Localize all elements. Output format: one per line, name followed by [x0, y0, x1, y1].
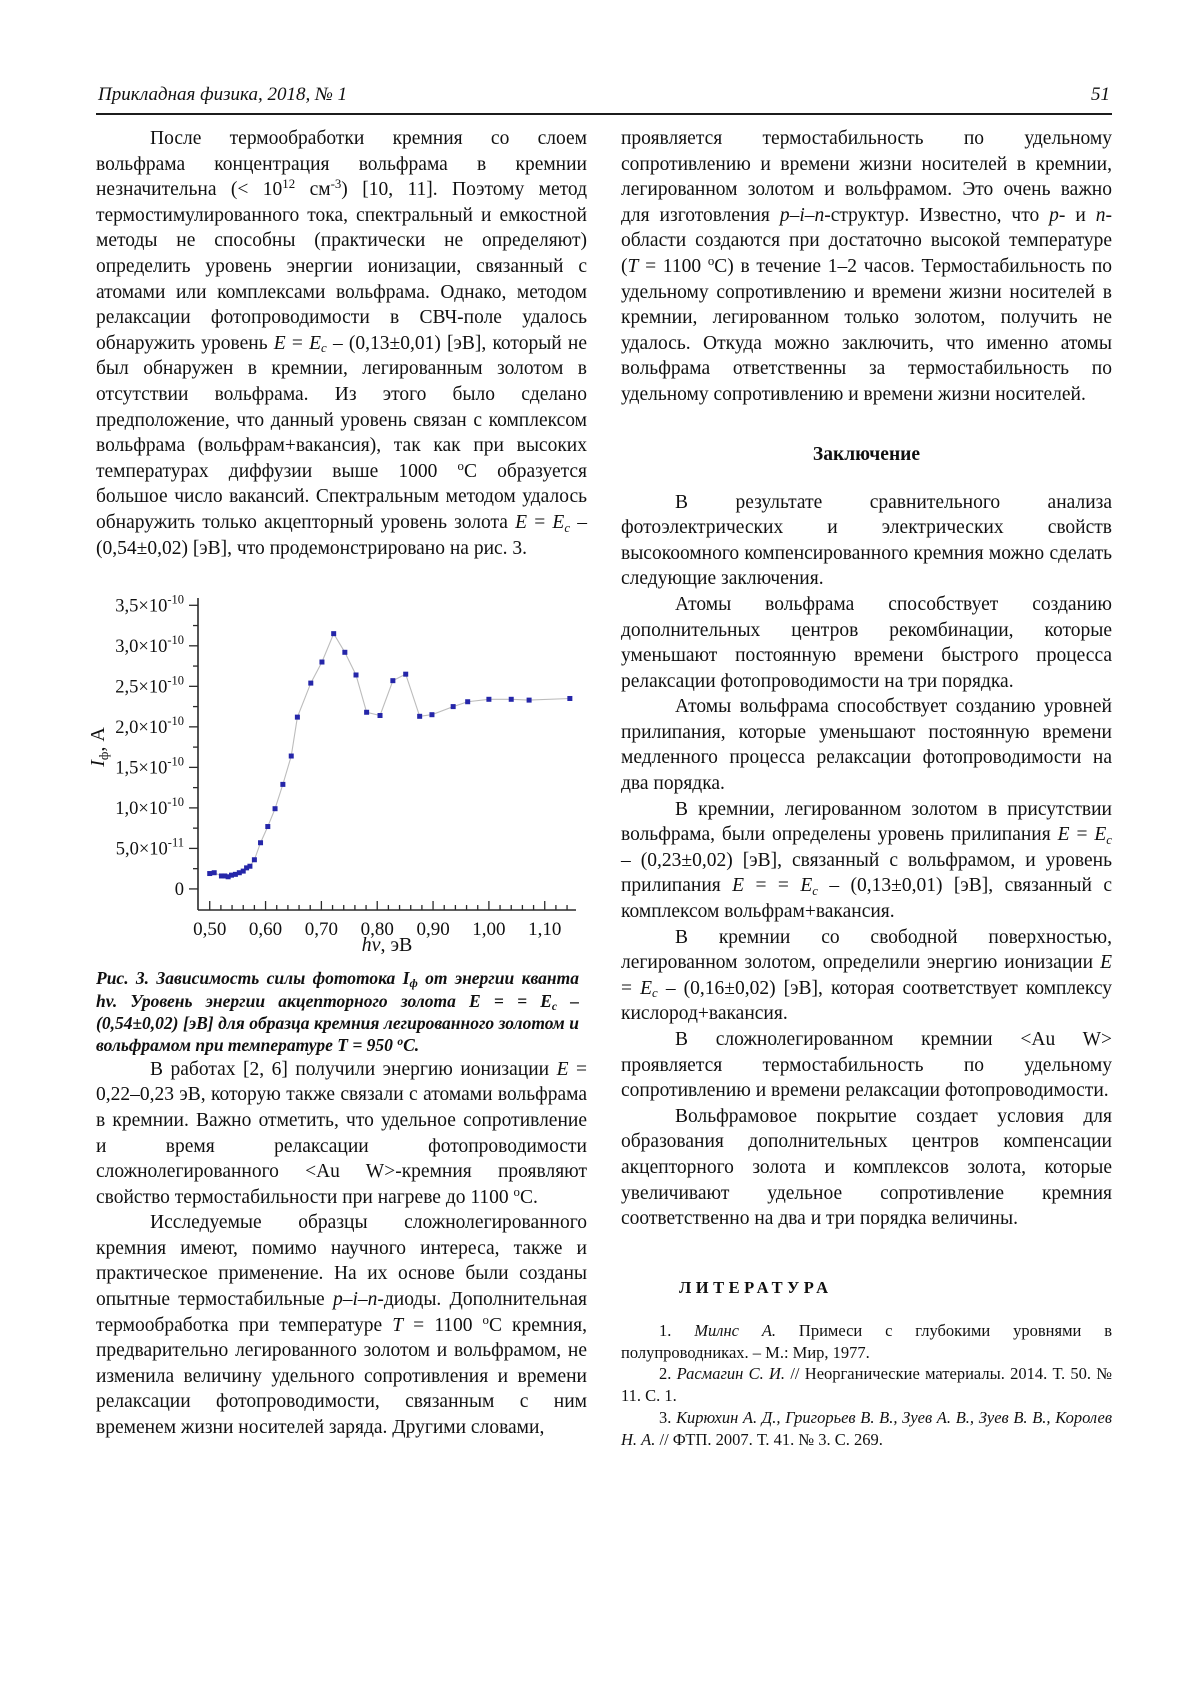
svg-text:3,0×10-10: 3,0×10-10	[115, 633, 184, 657]
paragraph: В кремнии, легированном золотом в присут…	[621, 798, 1112, 923]
svg-text:2,5×10-10: 2,5×10-10	[115, 673, 184, 697]
paragraph: Атомы вольфрама способствует созданию до…	[621, 593, 1112, 692]
chart-y-tick-labels: 0 5,0×10-11 1,0×10-10 1,5×10-10 2,0×10-10 2,5…	[115, 592, 184, 900]
journal-title: Прикладная физика, 2018, № 1	[98, 84, 348, 105]
paragraph: Вольфрамовое покрытие создает условия дл…	[621, 1105, 1112, 1230]
literature-heading: ЛИТЕРАТУРА	[679, 1277, 833, 1297]
svg-text:1,5×10-10: 1,5×10-10	[115, 754, 184, 778]
svg-text:0,50: 0,50	[193, 919, 226, 940]
svg-text:1,0×10-10: 1,0×10-10	[115, 795, 184, 819]
paragraph: Исследуемые образцы сложнолегированного …	[96, 1212, 587, 1439]
paragraph: Атомы вольфрама способствует созданию ур…	[621, 696, 1112, 795]
chart-x-tick-labels: 0,50 0,60 0,70 0,80 0,90 1,00 1,10	[193, 919, 561, 940]
svg-text:1,10: 1,10	[528, 919, 561, 940]
two-column-body: После термообработки кремния со слоем во…	[88, 126, 1112, 1451]
paragraph: В результате сравнительного анализа фото…	[621, 491, 1112, 590]
svg-text:2,0×10-10: 2,0×10-10	[115, 714, 184, 738]
conclusion-heading: Заключение	[812, 443, 921, 465]
chart-ticks	[189, 604, 568, 911]
page-header: Прикладная физика, 2018, № 1 51	[96, 84, 1112, 106]
left-column: После термообработки кремния со слоем во…	[88, 126, 588, 1451]
svg-text:0,90: 0,90	[416, 919, 449, 940]
svg-text:0,80: 0,80	[361, 919, 394, 940]
svg-text:0,70: 0,70	[305, 919, 338, 940]
chart-y-axis-title: Iф, A	[88, 727, 111, 768]
reference-item: 3. Кирюхин А. Д., Григорьев В. В., Зуев …	[621, 1407, 1112, 1449]
paragraph: После термообработки кремния со слоем во…	[96, 128, 588, 559]
page-number: 51	[1091, 84, 1110, 105]
chart-x-axis-title: hv, эВ	[362, 934, 413, 956]
figure-chart: 0,50 0,60 0,70 0,80 0,90 1,00 1,10 0 5,0×10-11 1,…	[88, 592, 576, 956]
svg-text:1,00: 1,00	[472, 919, 505, 940]
svg-text:0,60: 0,60	[249, 919, 282, 940]
right-column: проявляется термостабильность по удельно…	[621, 126, 1112, 1451]
reference-item: 1. Милнс А. Примеси с глубокими уровнями…	[621, 1320, 1113, 1362]
paragraph: проявляется термостабильность по удельно…	[621, 128, 1113, 405]
svg-text:3,5×10-10: 3,5×10-10	[115, 592, 184, 616]
svg-text:5,0×10-11: 5,0×10-11	[116, 836, 184, 860]
paragraph: В работах [2, 6] получили энергию иониза…	[96, 1058, 587, 1208]
chart-axes	[197, 598, 576, 911]
figure-3: 0,50 0,60 0,70 0,80 0,90 1,00 1,10 0 5,0×10-11 1,…	[88, 575, 587, 1057]
chart-series-line	[209, 632, 570, 878]
reference-item: 2. Расмагин С. И. // Неорганические мате…	[621, 1364, 1112, 1406]
paragraph: В кремнии со свободной поверхностью, лег…	[621, 926, 1112, 1025]
chart-series-markers	[207, 631, 573, 880]
header-rule	[96, 113, 1112, 115]
paragraph: В сложнолегированном кремнии <Au W> проя…	[621, 1029, 1112, 1102]
figure-caption: Рис. 3. Зависимость силы фототока Iф от …	[96, 968, 579, 1056]
svg-text:0: 0	[175, 880, 184, 900]
